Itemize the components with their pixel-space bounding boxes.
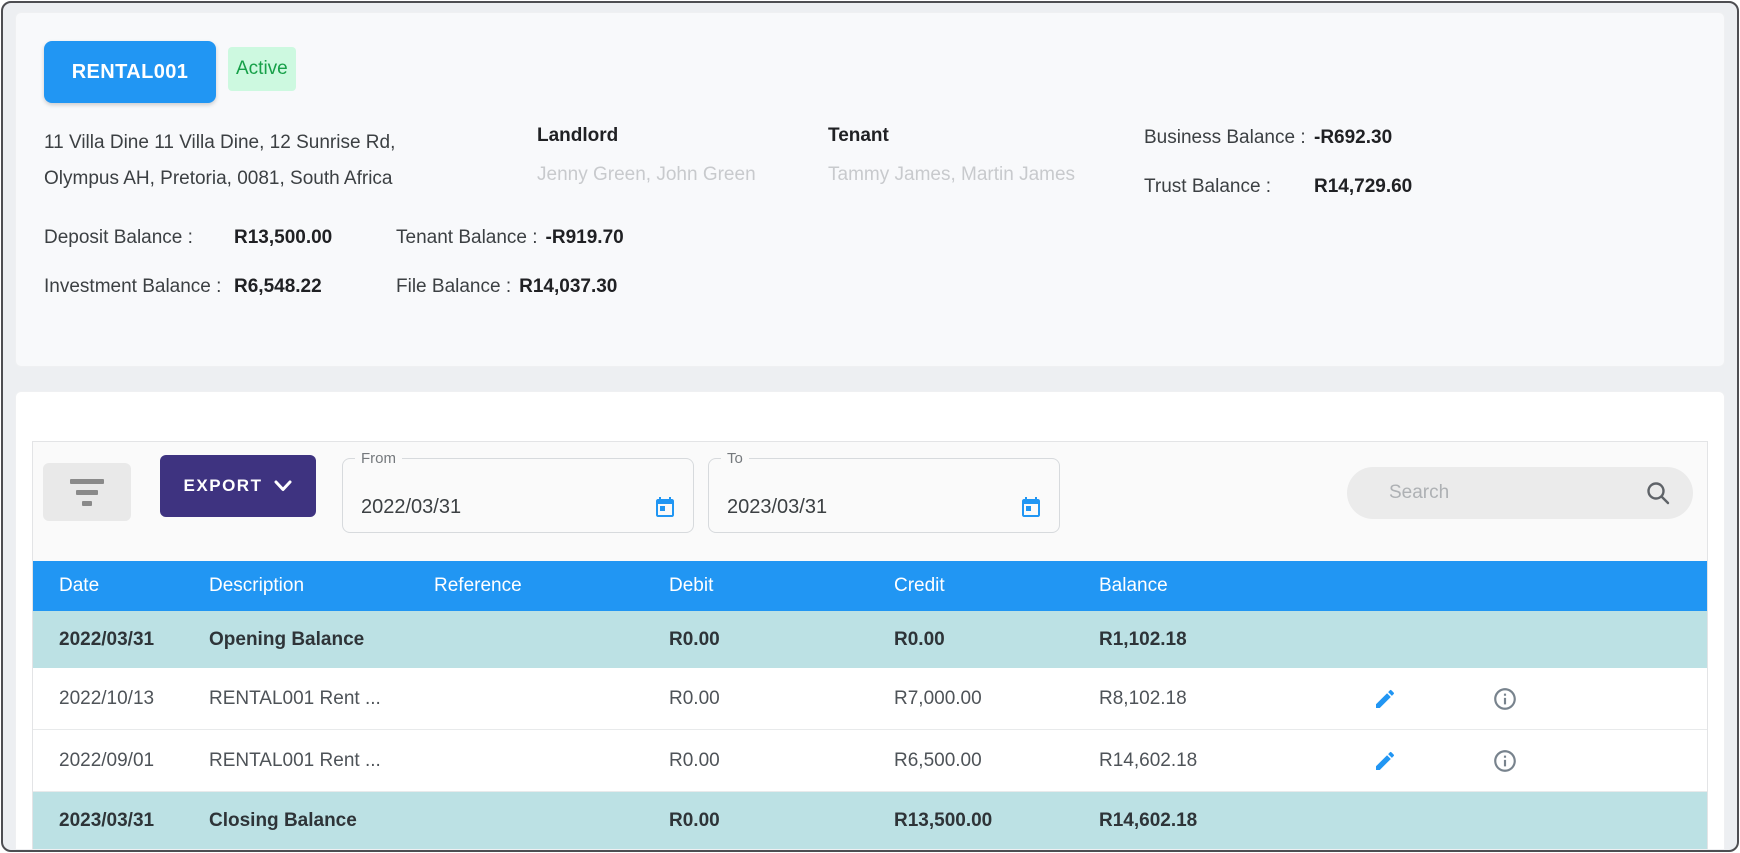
chevron-down-icon xyxy=(274,480,292,491)
transactions-box: EXPORT From 2022/03/31 To 2023/03/31 xyxy=(32,441,1708,849)
investment-balance: Investment Balance : R6,548.22 xyxy=(44,276,322,298)
to-calendar-button[interactable] xyxy=(1015,492,1047,524)
business-balance-label: Business Balance : xyxy=(1144,127,1306,148)
deposit-balance-value: R13,500.00 xyxy=(234,227,333,248)
property-summary-card: RENTAL001 Active 11 Villa Dine 11 Villa … xyxy=(15,12,1725,367)
table-row: 2023/03/31 Closing Balance R0.00 R13,500… xyxy=(33,792,1707,849)
cell-debit: R0.00 xyxy=(669,687,720,709)
filter-button[interactable] xyxy=(43,463,131,521)
info-icon xyxy=(1494,749,1516,772)
cell-debit: R0.00 xyxy=(669,749,720,771)
cell-debit: R0.00 xyxy=(669,628,720,650)
from-date-field[interactable]: From 2022/03/31 xyxy=(342,451,694,533)
info-icon xyxy=(1494,687,1516,710)
search-icon xyxy=(1647,482,1670,505)
cell-description: RENTAL001 Rent ... xyxy=(209,687,381,709)
to-date-label: To xyxy=(727,450,743,467)
transactions-table: Date Description Reference Debit Credit … xyxy=(33,561,1707,849)
table-body: 2022/03/31 Opening Balance R0.00 R0.00 R… xyxy=(33,611,1707,849)
address-line-1: 11 Villa Dine 11 Villa Dine, 12 Sunrise … xyxy=(44,132,396,153)
cell-credit: R6,500.00 xyxy=(894,749,982,771)
to-date-field[interactable]: To 2023/03/31 xyxy=(708,451,1060,533)
cell-credit: R13,500.00 xyxy=(894,809,993,831)
trust-balance-label: Trust Balance : xyxy=(1144,176,1272,197)
cell-balance: R1,102.18 xyxy=(1099,628,1187,650)
cell-date: 2022/03/31 xyxy=(59,628,155,650)
cell-description: Closing Balance xyxy=(209,809,357,831)
search-box xyxy=(1347,467,1693,519)
info-button[interactable] xyxy=(1488,744,1522,778)
info-button[interactable] xyxy=(1488,682,1522,716)
column-header-description: Description xyxy=(209,575,305,596)
table-row: 2022/09/01 RENTAL001 Rent ... R0.00 R6,5… xyxy=(33,730,1707,792)
cell-description: Opening Balance xyxy=(209,628,365,650)
cell-credit: R7,000.00 xyxy=(894,687,982,709)
tenant-balance-value: -R919.70 xyxy=(545,227,624,248)
status-badge: Active xyxy=(228,47,296,91)
table-row: 2022/03/31 Opening Balance R0.00 R0.00 R… xyxy=(33,611,1707,668)
landlord-label: Landlord xyxy=(537,125,619,146)
deposit-balance: Deposit Balance : R13,500.00 xyxy=(44,227,332,249)
search-input[interactable] xyxy=(1387,467,1637,519)
file-balance-label: File Balance : xyxy=(396,276,512,297)
to-date-value[interactable]: 2023/03/31 xyxy=(727,496,828,518)
cell-credit: R0.00 xyxy=(894,628,945,650)
table-toolbar: EXPORT From 2022/03/31 To 2023/03/31 xyxy=(33,442,1707,561)
deposit-balance-label: Deposit Balance : xyxy=(44,227,193,248)
pencil-icon xyxy=(1376,751,1395,770)
column-header-debit: Debit xyxy=(669,575,714,596)
column-header-credit: Credit xyxy=(894,575,945,596)
column-header-date: Date xyxy=(59,575,100,596)
address-line-2: Olympus AH, Pretoria, 0081, South Africa xyxy=(44,168,393,189)
trust-balance: Trust Balance : R14,729.60 xyxy=(1144,176,1412,198)
property-code-button[interactable]: RENTAL001 xyxy=(44,41,216,103)
landlord-names: Jenny Green, John Green xyxy=(537,164,756,185)
tenant-section: Tenant Tammy James, Martin James xyxy=(828,125,1075,186)
table-row: 2022/10/13 RENTAL001 Rent ... R0.00 R7,0… xyxy=(33,668,1707,730)
from-calendar-button[interactable] xyxy=(649,492,681,524)
tenant-names: Tammy James, Martin James xyxy=(828,164,1076,185)
edit-button[interactable] xyxy=(1369,683,1401,715)
calendar-icon xyxy=(1022,497,1040,517)
cell-balance: R8,102.18 xyxy=(1099,687,1187,709)
column-header-balance: Balance xyxy=(1099,575,1168,596)
business-balance: Business Balance : -R692.30 xyxy=(1144,127,1392,149)
tenant-label: Tenant xyxy=(828,125,889,146)
cell-debit: R0.00 xyxy=(669,809,720,831)
cell-date: 2022/10/13 xyxy=(59,687,155,709)
investment-balance-label: Investment Balance : xyxy=(44,276,222,297)
from-date-value[interactable]: 2022/03/31 xyxy=(361,496,462,518)
cell-date: 2023/03/31 xyxy=(59,809,155,831)
transactions-card: EXPORT From 2022/03/31 To 2023/03/31 xyxy=(15,391,1725,850)
file-balance: File Balance : R14,037.30 xyxy=(396,276,617,298)
filter-icon xyxy=(70,478,104,484)
edit-button[interactable] xyxy=(1369,745,1401,777)
landlord-section: Landlord Jenny Green, John Green xyxy=(537,125,756,186)
tenant-balance-label: Tenant Balance : xyxy=(396,227,538,248)
property-address: 11 Villa Dine 11 Villa Dine, 12 Sunrise … xyxy=(44,125,395,197)
trust-balance-value: R14,729.60 xyxy=(1314,176,1413,197)
from-date-label: From xyxy=(361,450,396,467)
calendar-icon xyxy=(656,497,674,517)
export-button[interactable]: EXPORT xyxy=(160,455,316,517)
business-balance-value: -R692.30 xyxy=(1314,127,1393,148)
cell-description: RENTAL001 Rent ... xyxy=(209,749,381,771)
file-balance-value: R14,037.30 xyxy=(519,276,618,297)
cell-balance: R14,602.18 xyxy=(1099,749,1198,771)
export-button-label: EXPORT xyxy=(183,476,263,495)
investment-balance-value: R6,548.22 xyxy=(234,276,322,297)
cell-date: 2022/09/01 xyxy=(59,749,155,771)
column-header-reference: Reference xyxy=(434,575,522,596)
cell-balance: R14,602.18 xyxy=(1099,809,1198,831)
table-header-row: Date Description Reference Debit Credit … xyxy=(33,561,1707,611)
tenant-balance: Tenant Balance : -R919.70 xyxy=(396,227,624,249)
pencil-icon xyxy=(1376,689,1395,708)
